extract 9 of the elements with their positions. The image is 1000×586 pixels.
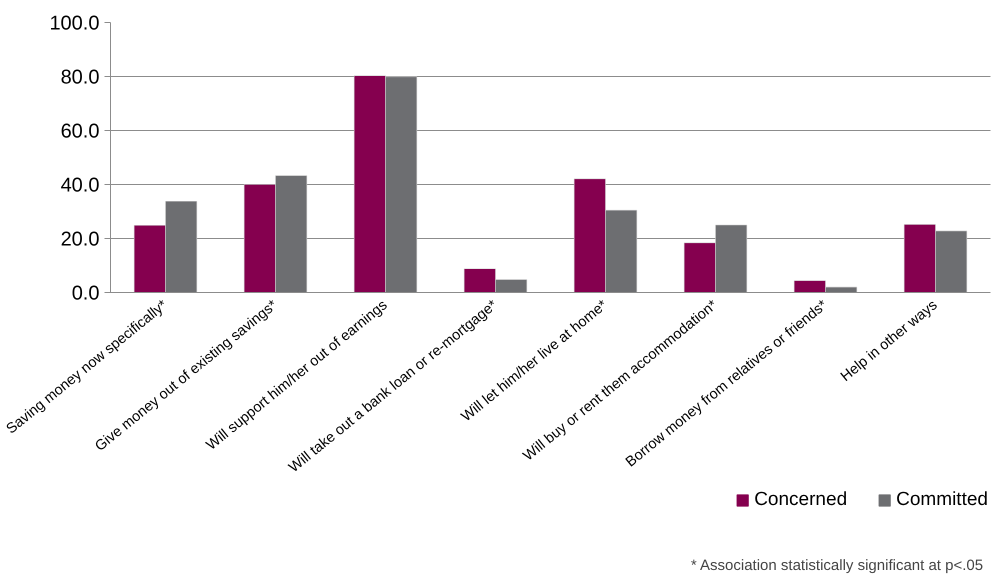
y-tick-label: 100.0	[49, 12, 100, 34]
legend-label: Committed	[896, 489, 988, 511]
y-tick-label: 40.0	[60, 174, 100, 196]
y-tick-label: 60.0	[60, 120, 100, 142]
y-tick-label: 80.0	[60, 66, 100, 88]
y-tick-label: 0.0	[72, 282, 100, 304]
text: * Association statistically significant at p<.05	[690, 556, 984, 574]
legend-label: Concerned	[754, 489, 848, 511]
y-tick-label: 20.0	[60, 228, 100, 250]
